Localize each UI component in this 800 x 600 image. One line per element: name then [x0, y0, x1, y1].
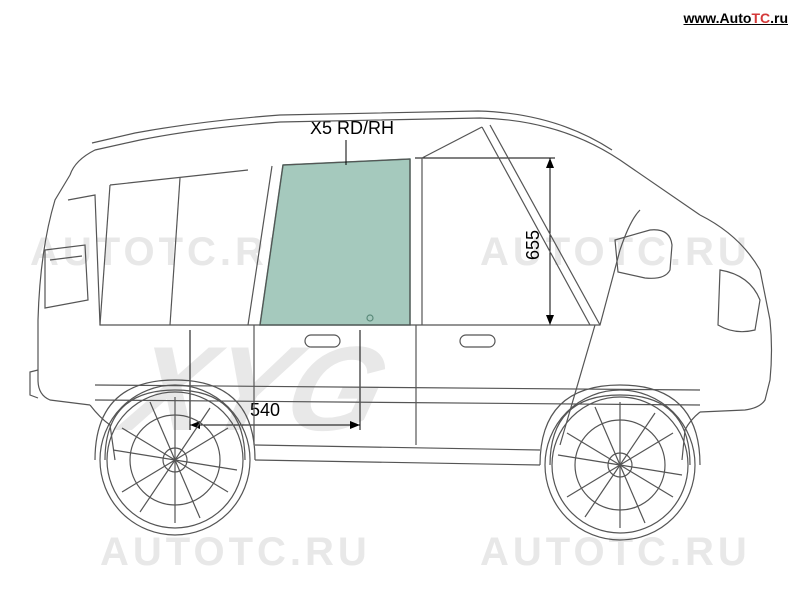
dimension-height	[415, 158, 555, 325]
highlighted-window	[260, 159, 410, 325]
dimension-width	[190, 330, 360, 430]
front-wheel-spokes	[558, 402, 682, 528]
car-diagram	[0, 0, 800, 600]
rear-wheel-spokes	[113, 397, 237, 523]
